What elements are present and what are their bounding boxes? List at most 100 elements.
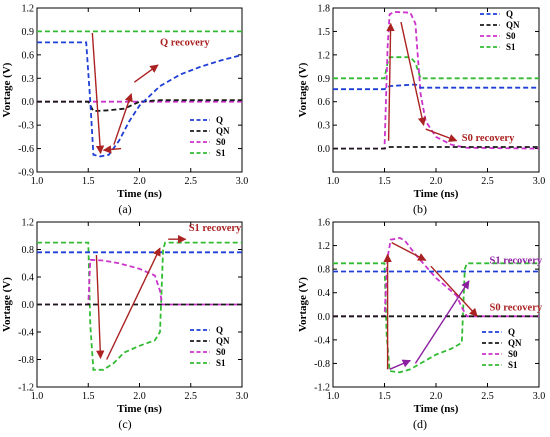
annotation-arrow — [414, 280, 470, 364]
x-tick-label: 3.0 — [533, 176, 546, 187]
annotation-arrow — [113, 93, 133, 145]
x-tick-label: 1.0 — [31, 391, 44, 402]
y-tick-label: 0.9 — [22, 27, 35, 38]
y-tick-label: 0.4 — [22, 273, 35, 284]
legend-entry: QN — [216, 126, 230, 136]
y-tick-label: 1.6 — [318, 218, 331, 229]
annotation-label: S0 recovery — [490, 302, 543, 313]
annotation-arrow — [386, 22, 395, 141]
legend-entry: S1 — [216, 358, 226, 368]
y-tick-label: -0.4 — [18, 328, 34, 339]
annotation-arrow — [389, 359, 412, 370]
y-tick-label: 0.8 — [318, 265, 331, 276]
x-tick-label: 2.5 — [481, 391, 494, 402]
x-tick-label: 2.0 — [430, 176, 443, 187]
y-tick-label: -0.4 — [314, 335, 330, 346]
legend-entry: QN — [216, 336, 230, 346]
x-tick-label: 2.0 — [430, 391, 443, 402]
y-tick-label: -0.6 — [18, 144, 34, 155]
legend-entry: S1 — [216, 148, 226, 158]
legend-entry: QN — [506, 20, 520, 30]
panel-label: (c) — [118, 417, 131, 431]
legend-entry: S0 — [216, 137, 226, 147]
legend-entry: Q — [216, 325, 223, 335]
legend-entry: Q — [216, 115, 223, 125]
y-tick-label: 1.8 — [318, 4, 331, 15]
legend-entry: S0 — [506, 31, 516, 41]
y-tick-label: -0.9 — [18, 168, 34, 179]
y-tick-label: 0.3 — [318, 121, 331, 132]
y-axis-label: Vortage (V) — [1, 277, 13, 332]
annotation-label: S1 recovery — [189, 223, 242, 234]
y-axis-label: Vortage (V) — [1, 62, 13, 117]
y-tick-label: -0.8 — [18, 355, 34, 366]
panel-label: (d) — [413, 417, 427, 431]
x-tick-label: 2.0 — [133, 176, 146, 187]
x-axis-label: Time (ns) — [117, 403, 162, 415]
y-tick-label: -0.3 — [18, 121, 34, 132]
plot-frame — [36, 7, 243, 173]
y-tick-label: 1.2 — [22, 4, 35, 15]
x-tick-label: 1.0 — [327, 391, 340, 402]
y-tick-label: 0.0 — [318, 144, 331, 155]
legend-entry: Q — [506, 9, 513, 19]
series-line-s0 — [37, 258, 242, 306]
annotation-arrow — [95, 254, 105, 359]
panel-label: (b) — [413, 202, 427, 216]
series-line-s1 — [333, 56, 539, 80]
legend-entry: S1 — [508, 360, 518, 370]
y-tick-label: 0.3 — [22, 74, 35, 85]
x-tick-label: 1.5 — [82, 176, 95, 187]
annotation-arrow — [91, 32, 105, 155]
y-tick-label: 0.9 — [318, 74, 331, 85]
panel-label: (a) — [118, 202, 131, 216]
x-tick-label: 1.0 — [31, 176, 44, 187]
legend-entry: S0 — [508, 349, 518, 359]
x-tick-label: 2.5 — [185, 391, 198, 402]
annotation-label: S1 recovery — [490, 255, 543, 266]
chart-panel-3: 1.0 1.5 2.0 2.5 3.0 -1.2 -0.8 -0.4 0.0 0.4 0.8 1.2 T… — [1, 218, 248, 432]
series-line-q — [37, 41, 243, 158]
x-tick-label: 2.5 — [185, 176, 198, 187]
x-tick-label: 1.5 — [82, 391, 95, 402]
annotation-arrow — [391, 242, 427, 261]
annotation-arrow — [133, 64, 159, 83]
y-axis-label: Vortage (V) — [297, 62, 309, 117]
y-tick-label: 1.2 — [22, 218, 35, 229]
y-axis-label: Vortage (V) — [297, 277, 309, 332]
x-axis-label: Time (ns) — [117, 188, 162, 200]
y-tick-label: 0.6 — [318, 97, 331, 108]
annotation-label: S0 recovery — [462, 133, 515, 144]
x-tick-label: 3.0 — [236, 391, 249, 402]
y-tick-label: 0.0 — [318, 312, 331, 323]
chart-panel-2: 1.0 1.5 2.0 2.5 3.0 0.0 0.3 0.6 0.9 1.2 1.5 1.8 Time… — [297, 4, 545, 217]
x-tick-label: 1.0 — [327, 176, 340, 187]
x-axis-label: Time (ns) — [414, 188, 459, 200]
y-tick-label: -0.8 — [314, 359, 330, 370]
y-tick-label: 1.2 — [318, 241, 331, 252]
plot-frame — [332, 221, 540, 388]
chart-panel-1: 1.0 1.5 2.0 2.5 3.0 -0.9 -0.6 -0.3 0.0 0.3 0.6 0.9 1… — [1, 4, 248, 217]
y-tick-label: 1.2 — [318, 50, 331, 61]
x-tick-label: 3.0 — [236, 176, 249, 187]
annotation-arrow — [102, 145, 122, 154]
legend-entry: Q — [508, 327, 515, 337]
y-tick-label: 1.5 — [318, 27, 331, 38]
y-tick-label: 0.8 — [22, 245, 35, 256]
legend-entry: S0 — [216, 347, 226, 357]
annotation-label: Q recovery — [160, 37, 210, 48]
series-line-s1 — [333, 262, 539, 374]
x-tick-label: 2.0 — [133, 391, 146, 402]
annotation-arrow — [430, 265, 478, 317]
x-tick-label: 1.5 — [378, 391, 391, 402]
legend-entry: S1 — [506, 42, 516, 52]
legend-entry: QN — [508, 338, 522, 348]
y-tick-label: 0.6 — [22, 50, 35, 61]
series-line-q — [333, 83, 539, 91]
series-line-s0 — [333, 10, 540, 150]
x-axis-label: Time (ns) — [414, 403, 459, 415]
series-line-qn — [333, 146, 539, 150]
chart-panel-4: 1.0 1.5 2.0 2.5 3.0 -1.2 -0.8 -0.4 0.0 0.4 0.8 1.2 1… — [297, 218, 545, 432]
x-tick-label: 3.0 — [533, 391, 546, 402]
y-tick-label: 0.4 — [318, 288, 331, 299]
